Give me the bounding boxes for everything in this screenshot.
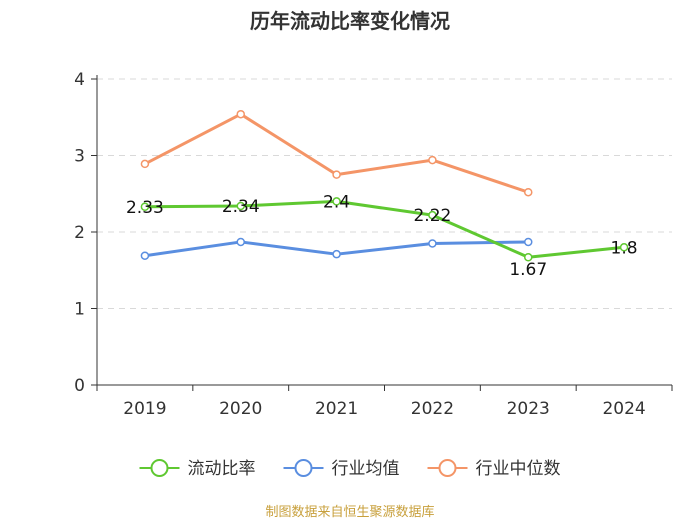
x-tick-label-2022: 2022 [411, 399, 454, 419]
legend-label-2: 行业中位数 [476, 459, 561, 479]
series-2 [140, 109, 533, 197]
data-point-1-2 [332, 249, 341, 259]
legend-swatch-marker-1 [294, 459, 313, 477]
series-1 [140, 237, 533, 260]
series-line-2 [144, 112, 529, 194]
data-point-0-4 [524, 252, 533, 262]
data-point-2-2 [332, 170, 341, 179]
data-point-0-5 [619, 243, 629, 252]
source-note: 制图数据来自恒生聚源数据库 [265, 504, 434, 520]
data-point-2-0 [140, 159, 150, 169]
axes: 0 1 2 3 4 2019 2020 2021 2022 2023 2024 [74, 70, 673, 419]
data-label-0-2: 2.4 [323, 192, 350, 212]
y-tick-label-1: 1 [74, 300, 85, 320]
data-point-2-1 [236, 109, 245, 119]
legend-item-1: 行业均值 [283, 459, 400, 479]
data-point-1-0 [140, 251, 150, 260]
data-point-2-4 [524, 187, 533, 197]
data-label-0-0: 2.33 [126, 198, 164, 218]
series-line-0 [144, 199, 625, 259]
data-point-0-0 [140, 202, 150, 212]
legend-label-0: 流动比率 [188, 459, 256, 479]
data-label-0-3: 2.22 [413, 206, 451, 226]
data-point-2-3 [428, 155, 437, 165]
legend-swatch-marker-0 [150, 459, 169, 477]
x-tick-label-2021: 2021 [315, 399, 358, 419]
series-lines [140, 109, 629, 262]
series-0 [140, 197, 629, 262]
legend: 流动比率 行业均值 行业中位数 [139, 459, 561, 479]
data-point-1-4 [524, 237, 533, 247]
legend-label-1: 行业均值 [332, 459, 400, 479]
data-point-0-3 [428, 210, 437, 220]
chart-title: 历年流动比率变化情况 [250, 9, 450, 33]
data-label-0-4: 1.67 [509, 260, 547, 280]
data-labels: 2.33 2.34 2.4 2.22 1.67 1.8 [126, 192, 638, 280]
data-point-1-3 [428, 239, 437, 248]
data-point-0-1 [236, 201, 245, 211]
x-tick-label-2019: 2019 [123, 399, 166, 419]
x-tick-label-2023: 2023 [507, 399, 550, 419]
legend-item-0: 流动比率 [139, 459, 256, 479]
data-point-0-2 [332, 197, 341, 206]
y-tick-label-0: 0 [74, 376, 85, 396]
data-label-0-1: 2.34 [222, 197, 260, 217]
gridlines [97, 78, 672, 309]
y-tick-label-3: 3 [74, 147, 85, 167]
x-tick-label-2020: 2020 [219, 399, 262, 419]
data-label-0-5: 1.8 [611, 238, 638, 258]
x-tick-label-2024: 2024 [602, 399, 645, 419]
legend-swatch-marker-2 [438, 459, 457, 477]
data-point-1-1 [236, 237, 245, 247]
y-tick-label-4: 4 [74, 70, 85, 90]
legend-item-2: 行业中位数 [427, 459, 561, 479]
y-tick-label-2: 2 [74, 223, 85, 243]
